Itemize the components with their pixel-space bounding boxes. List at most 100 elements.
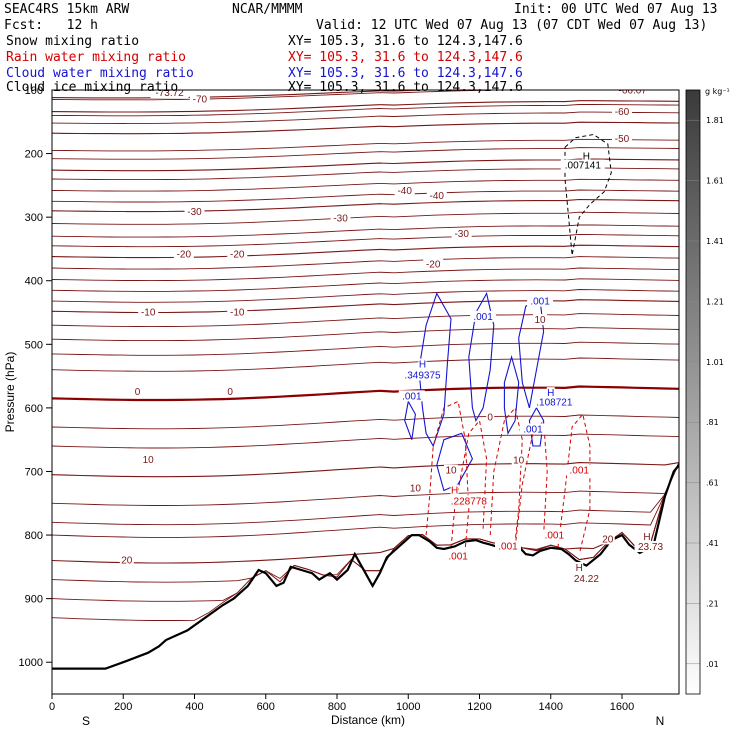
temperature-label: 10 [535, 315, 547, 326]
temperature-label: -40 [430, 191, 445, 202]
rain-water-label: .001 [498, 541, 518, 552]
temperature-contour-line [52, 462, 679, 506]
rain-water-label-bg [566, 464, 593, 476]
cloud-water-label-bg [532, 396, 577, 408]
endpoint-left: S [82, 714, 90, 728]
temperature-label: -60 [615, 107, 630, 118]
terrain-extreme-label-bg [570, 572, 603, 584]
y-tick-label: 1000 [19, 657, 43, 669]
cloud-water-label: .001 [530, 297, 550, 308]
temperature-contour-line [52, 278, 679, 292]
temperature-label-bg [173, 248, 194, 260]
x-tick-label: 0 [49, 701, 55, 713]
terrain-extreme-label-bg [634, 541, 667, 553]
temperature-label: -30 [187, 207, 202, 218]
temperature-contour--20 [52, 244, 679, 259]
cloud-water-label-bg [470, 310, 497, 322]
temperature-contour-10 [52, 462, 679, 478]
rain-water-label-bg [445, 550, 472, 562]
terrain-extreme-label: H [576, 563, 583, 574]
terrain-extreme-label-bg [575, 562, 584, 574]
temperature-label: -50 [615, 134, 630, 145]
temperature-label-bg [150, 90, 189, 99]
forecast-hour: Fcst: 12 h [4, 18, 98, 33]
temperature-label: -30 [454, 229, 469, 240]
rain-water-label-bg [495, 540, 521, 552]
temperature-label: -66.07 [619, 86, 648, 97]
cloud-water-label: H [547, 388, 554, 399]
cloud-ice-label-bg [582, 150, 591, 162]
y-tick-label: 500 [25, 339, 43, 351]
temperature-contour-line [52, 327, 679, 342]
temperature-label-bg [330, 212, 351, 224]
cloud-water-label-bg [398, 390, 425, 402]
temperature-label: -20 [177, 250, 192, 261]
temperature-label-bg [486, 411, 495, 423]
rain-water-contour [450, 419, 488, 548]
temperature-contour--30 [52, 198, 679, 213]
cloud-ice-contours [564, 133, 612, 256]
temperature-label: -73.72 [155, 88, 184, 99]
temperature-label-bg [408, 482, 423, 494]
temperature-contour-line [52, 462, 679, 538]
temperature-label-bg [227, 248, 248, 260]
temperature-label-bg [612, 132, 632, 144]
rain-water-label-bg [446, 495, 491, 507]
rain-water-contour [557, 413, 591, 555]
temperature-label-bg [613, 90, 652, 96]
temperature-contour-line [52, 138, 679, 152]
temperature-contour-line [52, 267, 679, 282]
contour-labels: -73.72 -70 -66.07 -60 -50 -40 -40 -30 -30 -30 -20 -… [119, 86, 667, 585]
terrain-extreme-label: H [643, 532, 650, 543]
temperature-label-bg [141, 453, 156, 465]
x-tick-label: 1600 [610, 701, 634, 713]
temperature-contour-line [52, 357, 679, 372]
cloud-water-label-bg [519, 423, 546, 435]
temperature-label: 20 [602, 534, 614, 545]
temperature-contour-line [52, 313, 679, 328]
colorbar-tick-label: .61 [706, 479, 719, 488]
colorbar-tick-label: .01 [706, 660, 719, 669]
y-tick-label: 900 [25, 594, 43, 606]
cloud-water-label: .001 [473, 312, 493, 323]
temperature-label: -20 [426, 260, 441, 271]
cloud-water-label-bg [400, 369, 445, 381]
field-xy-cloud-ice: XY= 105.3, 31.6 to 124.3,147.6 [288, 80, 523, 95]
field-label-cloud-ice: Cloud ice mixing ratio [6, 80, 179, 95]
rain-water-label-bg [541, 529, 568, 541]
temperature-label-bg [451, 228, 472, 240]
cloud-water-contour [418, 292, 452, 448]
field-label-cloud-water: Cloud water mixing ratio [6, 66, 194, 81]
cloud-water-label-bg [546, 387, 555, 399]
temperature-contour-line [52, 147, 679, 160]
colorbar-tick-label: 1.61 [706, 177, 724, 186]
temperature-label-bg [444, 464, 458, 476]
y-tick-label: 700 [25, 466, 43, 478]
temperature-contour-line [52, 462, 679, 621]
x-tick-label: 1400 [539, 701, 563, 713]
terrain-extreme-label: 24.22 [574, 574, 599, 585]
endpoint-right: N [656, 714, 665, 728]
y-tick-label-top: 100 [25, 85, 43, 97]
x-tick-label: 600 [257, 701, 275, 713]
rain-water-label: .001 [448, 552, 468, 563]
x-tick-label: 1200 [467, 701, 491, 713]
temperature-contour-line [52, 104, 679, 117]
temperature-label-bg [426, 190, 447, 202]
valid-time: Valid: 12 UTC Wed 07 Aug 13 (07 CDT Wed … [316, 18, 708, 33]
temperature-contour-line [52, 414, 679, 430]
temperature-contour-line [52, 224, 679, 238]
temperature-contour--60 [52, 100, 679, 113]
cloud-water-label: .001 [402, 391, 422, 402]
x-axis: 0 200 400 600 800 1000 1200 1400 1600 [49, 694, 634, 713]
rain-water-label: H [451, 485, 458, 496]
cloud-ice-contour [564, 133, 612, 256]
temperature-label: 0 [135, 387, 141, 398]
cloud-water-label: H [419, 360, 426, 371]
temperature-label-bg [119, 554, 134, 566]
temperature-contour-line [52, 433, 679, 449]
temperature-label-bg [133, 385, 142, 397]
terrain-extreme-label-bg [642, 530, 651, 542]
temperature-label-bg [138, 306, 159, 318]
x-tick-label: 800 [328, 701, 346, 713]
